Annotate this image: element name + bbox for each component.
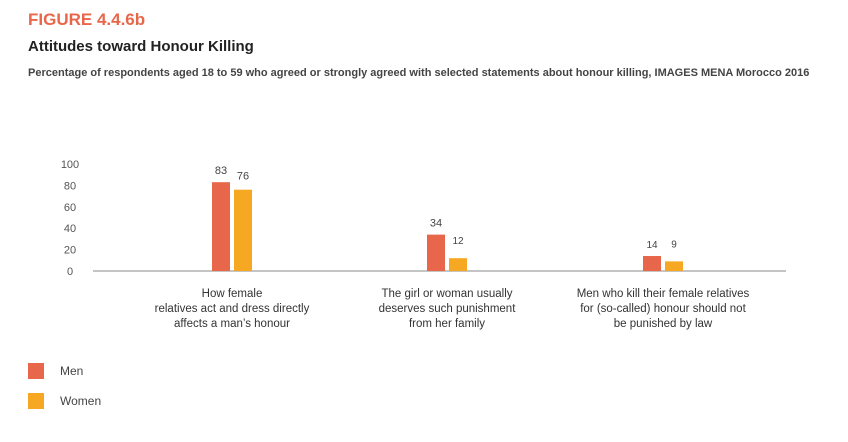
bar-men <box>643 256 661 271</box>
y-tick-label: 40 <box>64 223 76 235</box>
y-tick-label: 60 <box>64 202 76 214</box>
chart-subtitle: Percentage of respondents aged 18 to 59 … <box>28 67 810 79</box>
legend-swatch-men <box>28 363 44 379</box>
figure-label: FIGURE 4.4.6b <box>28 10 146 29</box>
y-tick-label: 20 <box>64 245 76 257</box>
chart-title: Attitudes toward Honour Killing <box>28 38 254 55</box>
data-label: 12 <box>452 236 464 247</box>
category-label-line: for (so-called) honour should not <box>580 303 746 315</box>
category-label-line: Men who kill their female relatives <box>577 288 750 300</box>
category-label-line: be punished by law <box>614 318 713 330</box>
legend-label-men: Men <box>60 364 84 378</box>
data-label: 14 <box>646 240 658 251</box>
bar-men <box>212 182 230 271</box>
legend: Men Women <box>28 362 101 422</box>
y-tick-label: 100 <box>61 159 79 171</box>
category-label-line: affects a man’s honour <box>174 318 290 330</box>
category-label: Men who kill their female relatives for (… <box>577 288 750 330</box>
category-label-line: The girl or woman usually <box>381 288 512 300</box>
data-label: 83 <box>215 165 227 177</box>
category-label-line: relatives act and dress directly <box>155 303 310 315</box>
category-label-line: from her family <box>409 318 485 330</box>
category-label-line: How female <box>202 288 263 300</box>
bar-women <box>234 189 252 271</box>
y-tick-label: 80 <box>64 180 76 192</box>
data-label: 76 <box>237 171 249 183</box>
legend-label-women: Women <box>60 394 102 408</box>
data-label: 34 <box>430 218 442 230</box>
legend-item-women: Women <box>28 392 101 410</box>
legend-item-men: Men <box>28 362 101 380</box>
category-label: The girl or woman usually deserves such p… <box>379 288 517 330</box>
y-tick-label: 0 <box>67 266 73 278</box>
category-label: How female relatives act and dress direct… <box>155 288 310 330</box>
bar-men <box>427 234 445 271</box>
category-label-line: deserves such punishment <box>379 303 517 315</box>
legend-swatch-women <box>28 393 44 409</box>
bar-women <box>665 261 683 271</box>
bar-women <box>449 258 467 271</box>
data-label: 9 <box>671 239 677 250</box>
